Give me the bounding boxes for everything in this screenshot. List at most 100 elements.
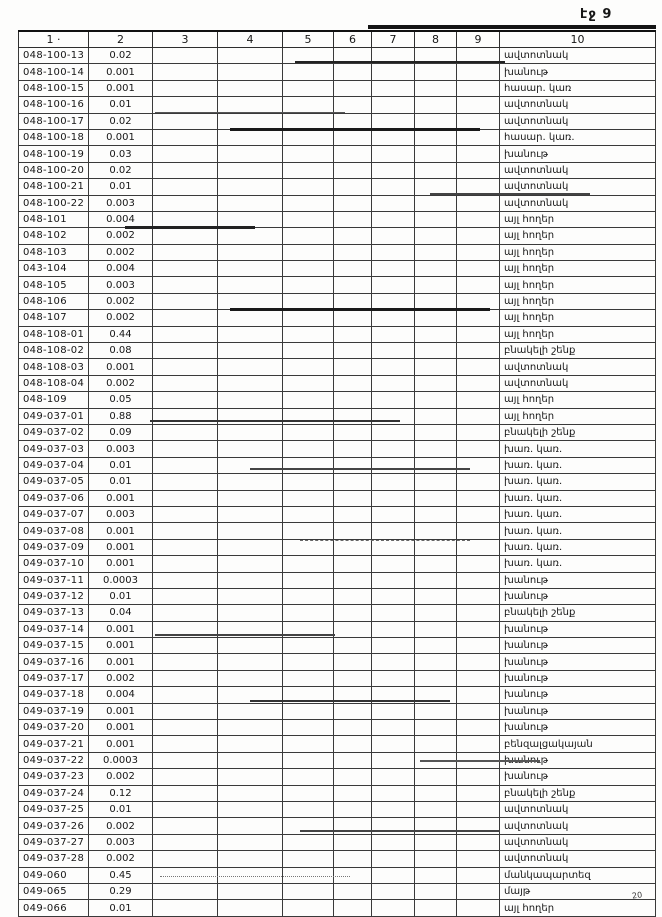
cell-empty — [333, 227, 372, 245]
cell-empty — [456, 686, 500, 704]
cell-empty — [282, 46, 334, 65]
cell-empty — [333, 702, 372, 721]
cell-value: 0.02 — [88, 161, 153, 180]
cell-note: այլ հողեր — [499, 407, 656, 425]
cell-code: 049-037-15 — [18, 637, 89, 655]
cell-empty — [152, 407, 218, 425]
table-row: 049-037-11 0.0003 խանութ — [18, 571, 656, 589]
cell-note: խառ. կառ. — [499, 538, 656, 557]
cell-empty — [456, 79, 500, 98]
cell-empty — [414, 423, 457, 442]
cell-note: այլ հողեր — [499, 276, 656, 294]
cell-empty — [217, 309, 283, 327]
cell-empty — [456, 833, 500, 852]
cell-empty — [414, 637, 457, 655]
cell-empty — [414, 358, 457, 376]
cell-value: 0.001 — [88, 719, 153, 737]
cell-empty — [333, 620, 372, 639]
cell-code: 048-103 — [18, 243, 89, 262]
cell-empty — [371, 850, 415, 868]
cell-empty — [371, 96, 415, 114]
cell-note: այլ հողեր — [499, 243, 656, 262]
cell-empty — [333, 79, 372, 98]
cell-empty — [217, 489, 283, 507]
cell-empty — [456, 784, 500, 802]
cell-empty — [152, 342, 218, 360]
cell-empty — [371, 260, 415, 278]
cell-empty — [333, 637, 372, 655]
table-row: 048-102 0.002 այլ հողեր — [18, 227, 656, 245]
cell-empty — [456, 325, 500, 344]
cell-empty — [371, 751, 415, 770]
cell-empty — [217, 292, 283, 311]
cell-empty — [333, 882, 372, 901]
cell-empty — [282, 112, 334, 130]
table-row: 049-037-16 0.001 խանութ — [18, 653, 656, 671]
cell-code: 048-108-04 — [18, 374, 89, 393]
table-row: 049-037-18 0.004 խանութ — [18, 686, 656, 704]
cell-code: 048-100-19 — [18, 145, 89, 163]
cell-empty — [217, 669, 283, 688]
cell-empty — [456, 440, 500, 458]
column-header-2: 2 — [88, 30, 153, 48]
cell-code: 049-060 — [18, 866, 89, 884]
cell-empty — [217, 637, 283, 655]
cell-empty — [333, 751, 372, 770]
cell-empty — [282, 473, 334, 491]
cell-code: 048-100-14 — [18, 63, 89, 81]
cell-empty — [456, 309, 500, 327]
cell-empty — [414, 79, 457, 98]
table-row: 049-065 0.29 մայթ — [18, 882, 656, 901]
cell-empty — [152, 194, 218, 212]
cell-empty — [371, 587, 415, 606]
cell-code: 049-065 — [18, 882, 89, 901]
cell-empty — [371, 817, 415, 835]
cell-empty — [414, 260, 457, 278]
cell-code: 049-037-25 — [18, 800, 89, 819]
cell-empty — [456, 210, 500, 229]
cell-empty — [217, 423, 283, 442]
cell-empty — [371, 637, 415, 655]
cell-empty — [282, 161, 334, 180]
cell-empty — [282, 833, 334, 852]
cell-code: 049-037-13 — [18, 604, 89, 622]
cell-empty — [282, 342, 334, 360]
cell-code: 048-105 — [18, 276, 89, 294]
cell-empty — [152, 817, 218, 835]
table-row: 048-100-21 0.01 ավտոտնակ — [18, 178, 656, 196]
cell-empty — [414, 243, 457, 262]
cell-empty — [282, 735, 334, 753]
cell-empty — [282, 637, 334, 655]
cell-note: հասար. կառ. — [499, 128, 656, 147]
cell-empty — [333, 587, 372, 606]
cell-value: 0.002 — [88, 768, 153, 786]
table-row: 049-037-25 0.01 ավտոտնակ — [18, 800, 656, 819]
cell-empty — [371, 145, 415, 163]
cell-empty — [371, 112, 415, 130]
cell-empty — [282, 702, 334, 721]
cell-empty — [217, 735, 283, 753]
cell-empty — [282, 817, 334, 835]
table-row: 049-037-04 0.01 խառ. կառ. — [18, 456, 656, 475]
cell-empty — [217, 161, 283, 180]
cell-code: 049-037-20 — [18, 719, 89, 737]
cell-empty — [414, 735, 457, 753]
cell-empty — [371, 79, 415, 98]
cell-empty — [217, 899, 283, 917]
cell-empty — [414, 210, 457, 229]
cell-empty — [217, 79, 283, 98]
cell-empty — [217, 358, 283, 376]
cell-empty — [152, 833, 218, 852]
cell-empty — [217, 522, 283, 540]
cell-empty — [371, 669, 415, 688]
cell-empty — [456, 882, 500, 901]
cell-empty — [414, 505, 457, 524]
cell-empty — [414, 325, 457, 344]
cell-note: ավտոտնակ — [499, 178, 656, 196]
cell-empty — [456, 850, 500, 868]
cell-note: խանութ — [499, 653, 656, 671]
cell-empty — [152, 260, 218, 278]
cell-empty — [371, 423, 415, 442]
table-row: 049-037-01 0.88 այլ հողեր — [18, 407, 656, 425]
cell-empty — [333, 358, 372, 376]
